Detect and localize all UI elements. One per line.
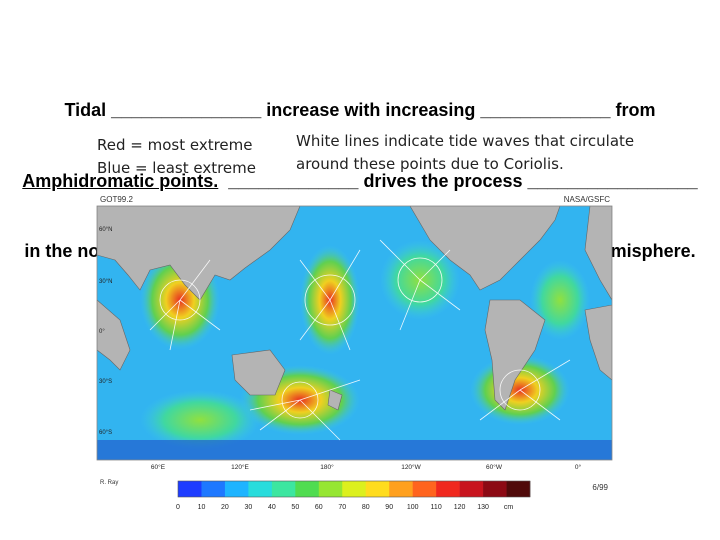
colorbar-swatch [201,481,226,497]
colorbar-swatch [248,481,273,497]
colorbar-tick-label: 120 [454,504,466,511]
polar-band [97,440,612,460]
lon-label: 120°E [231,463,249,471]
colorbar-swatch [342,481,367,497]
lon-label: 60°W [486,463,503,471]
colorbar-unit: cm [504,504,514,511]
colorbar-tick-label: 90 [385,504,393,511]
note-line: White lines indicate tide waves that cir… [296,132,635,150]
legend-note: Red = most extreme Blue = least extreme [97,134,256,180]
colorbar-tick-label: 110 [431,504,442,511]
colorbar-swatch [506,481,531,497]
lat-label: 0° [99,329,105,335]
lon-label: 0° [575,463,582,471]
colorbar-swatch [412,481,437,497]
note-line: Red = most extreme [97,136,253,154]
colorbar-swatch [365,481,390,497]
colorbar-tick-label: 30 [245,504,253,511]
colorbar-swatch [318,481,343,497]
colorbar-frame [177,480,531,498]
colorbar-swatch [178,481,202,497]
coriolis-note: White lines indicate tide waves that cir… [296,130,634,176]
underlined-text: Amphidromatic points. [22,170,219,191]
colorbar-swatch [436,481,460,497]
lon-label: 120°W [401,463,421,471]
tide-zone [240,365,360,435]
colorbar-swatch [224,481,249,497]
lon-label: 60°E [151,463,166,471]
colorbar-tick-label: 0 [176,504,180,511]
colorbar-tick-label: 80 [362,504,370,511]
colorbar-tick-label: 50 [291,504,299,511]
colorbar-tick-label: 130 [477,504,489,511]
prompt-line: Amphidromatic points. _____________ driv… [0,170,720,194]
lat-label: 60°S [99,430,112,436]
colorbar-swatch [295,481,320,497]
colorbar-tick-label: 40 [268,504,276,511]
colorbar-tick-label: 10 [198,504,206,511]
prompt-text: _____________ drives the process _______… [218,170,698,191]
tide-zone [140,390,260,450]
prompt-line: in the northern hemisphere and _________… [24,241,696,261]
colorbar-tick-label: 100 [407,504,419,511]
date-label: 6/99 [592,483,608,492]
tide-zone [470,355,570,425]
colorbar-swatch [389,481,413,497]
colorbar-swatch [459,481,484,497]
prompt-line: Tidal _______________ increase with incr… [64,100,656,120]
colorbar-tick-label: 70 [338,504,346,511]
author-label: R. Ray [100,480,118,486]
colorbar-tick-label: 60 [315,504,323,511]
note-line: Blue = least extreme [97,159,256,177]
note-line: around these points due to Coriolis. [296,155,564,173]
colorbar-tick-label: 20 [221,504,229,511]
colorbar-swatch [483,481,507,497]
lon-label: 180° [320,463,334,471]
colorbar-swatch [271,481,296,497]
lat-label: 30°S [99,379,112,385]
